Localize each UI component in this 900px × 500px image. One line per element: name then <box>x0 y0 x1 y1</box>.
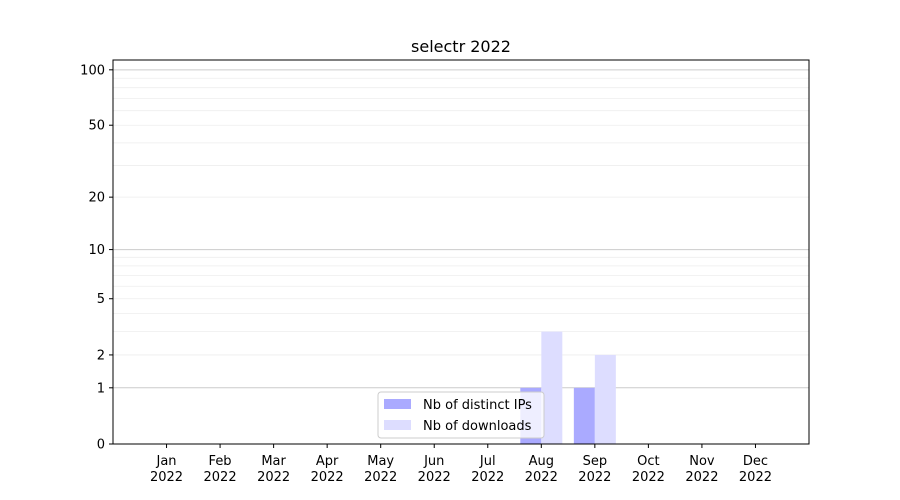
y-tick-label: 100 <box>80 63 105 78</box>
x-tick-label: May 2022 <box>364 454 397 485</box>
y-tick-label: 0 <box>97 438 105 453</box>
x-tick-label: Oct 2022 <box>632 454 665 485</box>
legend-swatch <box>384 420 411 430</box>
legend-label: Nb of downloads <box>423 419 532 434</box>
bar <box>541 331 563 444</box>
y-tick-label: 2 <box>97 348 105 363</box>
x-tick-label: Sep 2022 <box>578 454 611 485</box>
x-tick-label: Jun 2022 <box>418 454 451 485</box>
legend-label: Nb of distinct IPs <box>423 398 532 413</box>
y-tick-label: 50 <box>88 119 105 134</box>
x-tick-label: Aug 2022 <box>525 454 558 485</box>
chart-title: selectr 2022 <box>411 37 511 56</box>
legend-box <box>377 391 545 439</box>
y-tick-label: 10 <box>88 243 105 258</box>
x-tick-label: Jan 2022 <box>150 454 183 485</box>
x-tick-label: Mar 2022 <box>257 454 290 485</box>
legend: Nb of distinct IPs Nb of downloads <box>377 391 545 439</box>
bar <box>594 354 616 444</box>
plot-frame <box>112 59 810 445</box>
bar <box>573 387 595 444</box>
y-tick-label: 20 <box>88 191 105 206</box>
x-tick-label: Feb 2022 <box>204 454 237 485</box>
x-tick-label: Dec 2022 <box>739 454 772 485</box>
y-tick-label: 5 <box>97 292 105 307</box>
y-tick-label: 1 <box>97 381 105 396</box>
x-tick-label: Apr 2022 <box>311 454 344 485</box>
x-tick-label: Jul 2022 <box>471 454 504 485</box>
legend-swatch <box>384 399 411 409</box>
x-tick-label: Nov 2022 <box>685 454 718 485</box>
